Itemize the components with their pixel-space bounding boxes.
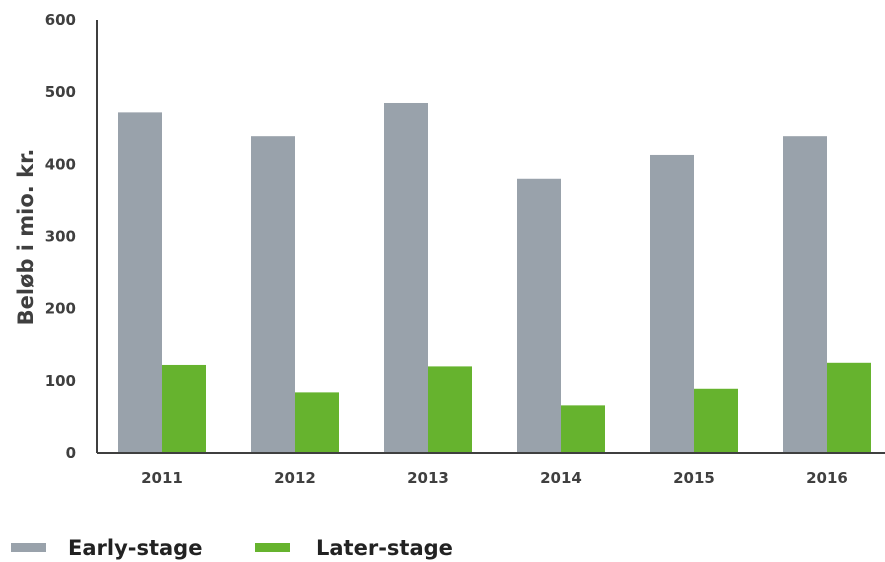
bar-early-stage-2011: [118, 112, 162, 453]
bar-early-stage-2014: [517, 178, 561, 453]
legend-label-early-stage: Early-stage: [68, 536, 202, 560]
y-tick-label: 200: [45, 300, 76, 318]
axes-layer: [96, 20, 885, 454]
x-tick-label: 2012: [274, 469, 316, 487]
bar-later-stage-2012: [295, 392, 339, 453]
x-tick-label: 2014: [540, 469, 582, 487]
bar-early-stage-2012: [251, 136, 295, 453]
bar-later-stage-2016: [827, 362, 871, 453]
y-axis-title: Beløb i mio. kr.: [14, 149, 38, 326]
x-tick-label: 2011: [141, 469, 183, 487]
legend-swatch-early-stage: [11, 543, 46, 552]
bar-later-stage-2014: [561, 405, 605, 453]
legend: Early-stage Later-stage: [11, 536, 453, 560]
bars-layer: [118, 102, 871, 453]
x-tick-label: 2013: [407, 469, 449, 487]
bar-later-stage-2015: [694, 388, 738, 453]
y-tick-label: 500: [45, 83, 76, 101]
bar-later-stage-2011: [162, 364, 206, 453]
bar-early-stage-2016: [783, 136, 827, 453]
x-tick-label: 2016: [806, 469, 848, 487]
y-tick-labels: 0 100 200 300 400 500 600: [45, 11, 76, 462]
bar-early-stage-2013: [384, 102, 428, 453]
x-tick-label: 2015: [673, 469, 715, 487]
bar-later-stage-2013: [428, 366, 472, 453]
y-tick-label: 600: [45, 11, 76, 29]
y-tick-label: 400: [45, 155, 76, 173]
legend-swatch-later-stage: [255, 543, 290, 552]
y-tick-label: 300: [45, 228, 76, 246]
bar-early-stage-2015: [650, 154, 694, 453]
x-tick-labels: 2011 2012 2013 2014 2015 2016: [141, 469, 848, 487]
y-tick-label: 0: [66, 444, 76, 462]
legend-label-later-stage: Later-stage: [316, 536, 453, 560]
y-tick-label: 100: [45, 372, 76, 390]
